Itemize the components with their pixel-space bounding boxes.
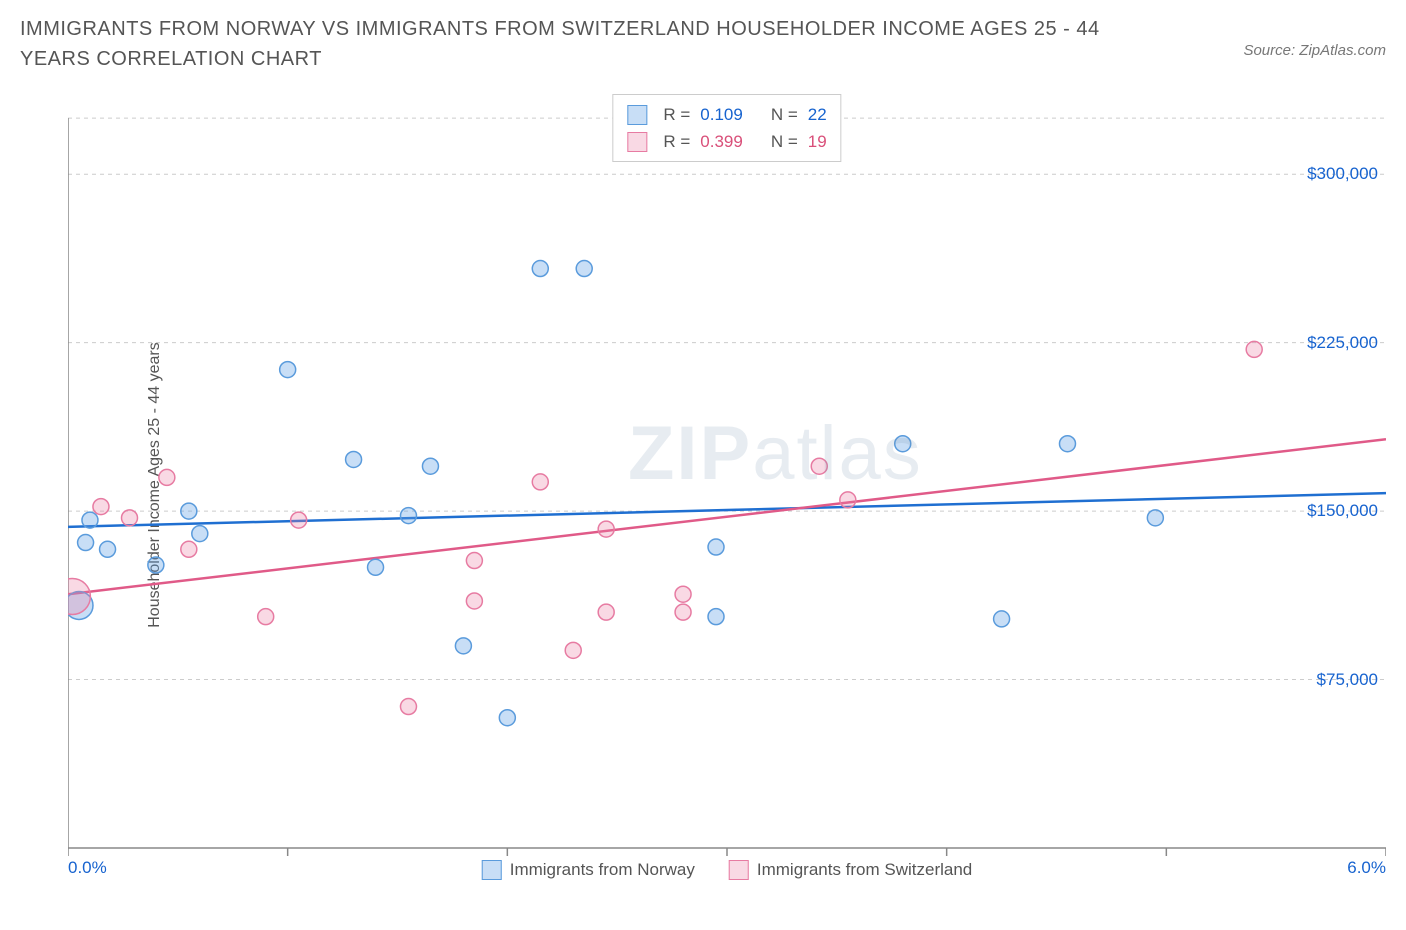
legend-swatch	[482, 860, 502, 880]
r-value: 0.109	[700, 101, 743, 128]
legend-stats-row: R = 0.109 N = 22	[627, 101, 826, 128]
legend-series-label: Immigrants from Switzerland	[757, 860, 972, 880]
n-label: N =	[771, 128, 798, 155]
chart-title: IMMIGRANTS FROM NORWAY VS IMMIGRANTS FRO…	[20, 14, 1150, 74]
x-axis-min-label: 0.0%	[68, 858, 107, 878]
legend-swatch	[627, 105, 647, 125]
legend-swatch	[627, 132, 647, 152]
legend-series-item: Immigrants from Switzerland	[729, 860, 972, 880]
legend-stats: R = 0.109 N = 22 R = 0.399 N = 19	[612, 94, 841, 162]
x-axis-max-label: 6.0%	[1347, 858, 1386, 878]
n-value: 19	[808, 128, 827, 155]
legend-swatch	[729, 860, 749, 880]
y-tick-label: $75,000	[1317, 670, 1378, 690]
r-label: R =	[663, 128, 690, 155]
legend-stats-row: R = 0.399 N = 19	[627, 128, 826, 155]
y-tick-label: $150,000	[1307, 501, 1378, 521]
legend-series-label: Immigrants from Norway	[510, 860, 695, 880]
y-tick-label: $225,000	[1307, 333, 1378, 353]
chart-container: Householder Income Ages 25 - 44 years ZI…	[20, 90, 1386, 880]
plot-area: ZIPatlas R =0.109N =22R =0.399N =19 $75,…	[68, 90, 1386, 880]
legend-series-item: Immigrants from Norway	[482, 860, 695, 880]
n-value: 22	[808, 101, 827, 128]
n-label: N =	[771, 101, 798, 128]
r-label: R =	[663, 101, 690, 128]
legend-series: Immigrants from Norway Immigrants from Sw…	[482, 860, 973, 880]
source-label: Source: ZipAtlas.com	[1243, 42, 1386, 59]
y-tick-label: $300,000	[1307, 164, 1378, 184]
r-value: 0.399	[700, 128, 743, 155]
scatter-chart-svg	[68, 90, 1386, 880]
